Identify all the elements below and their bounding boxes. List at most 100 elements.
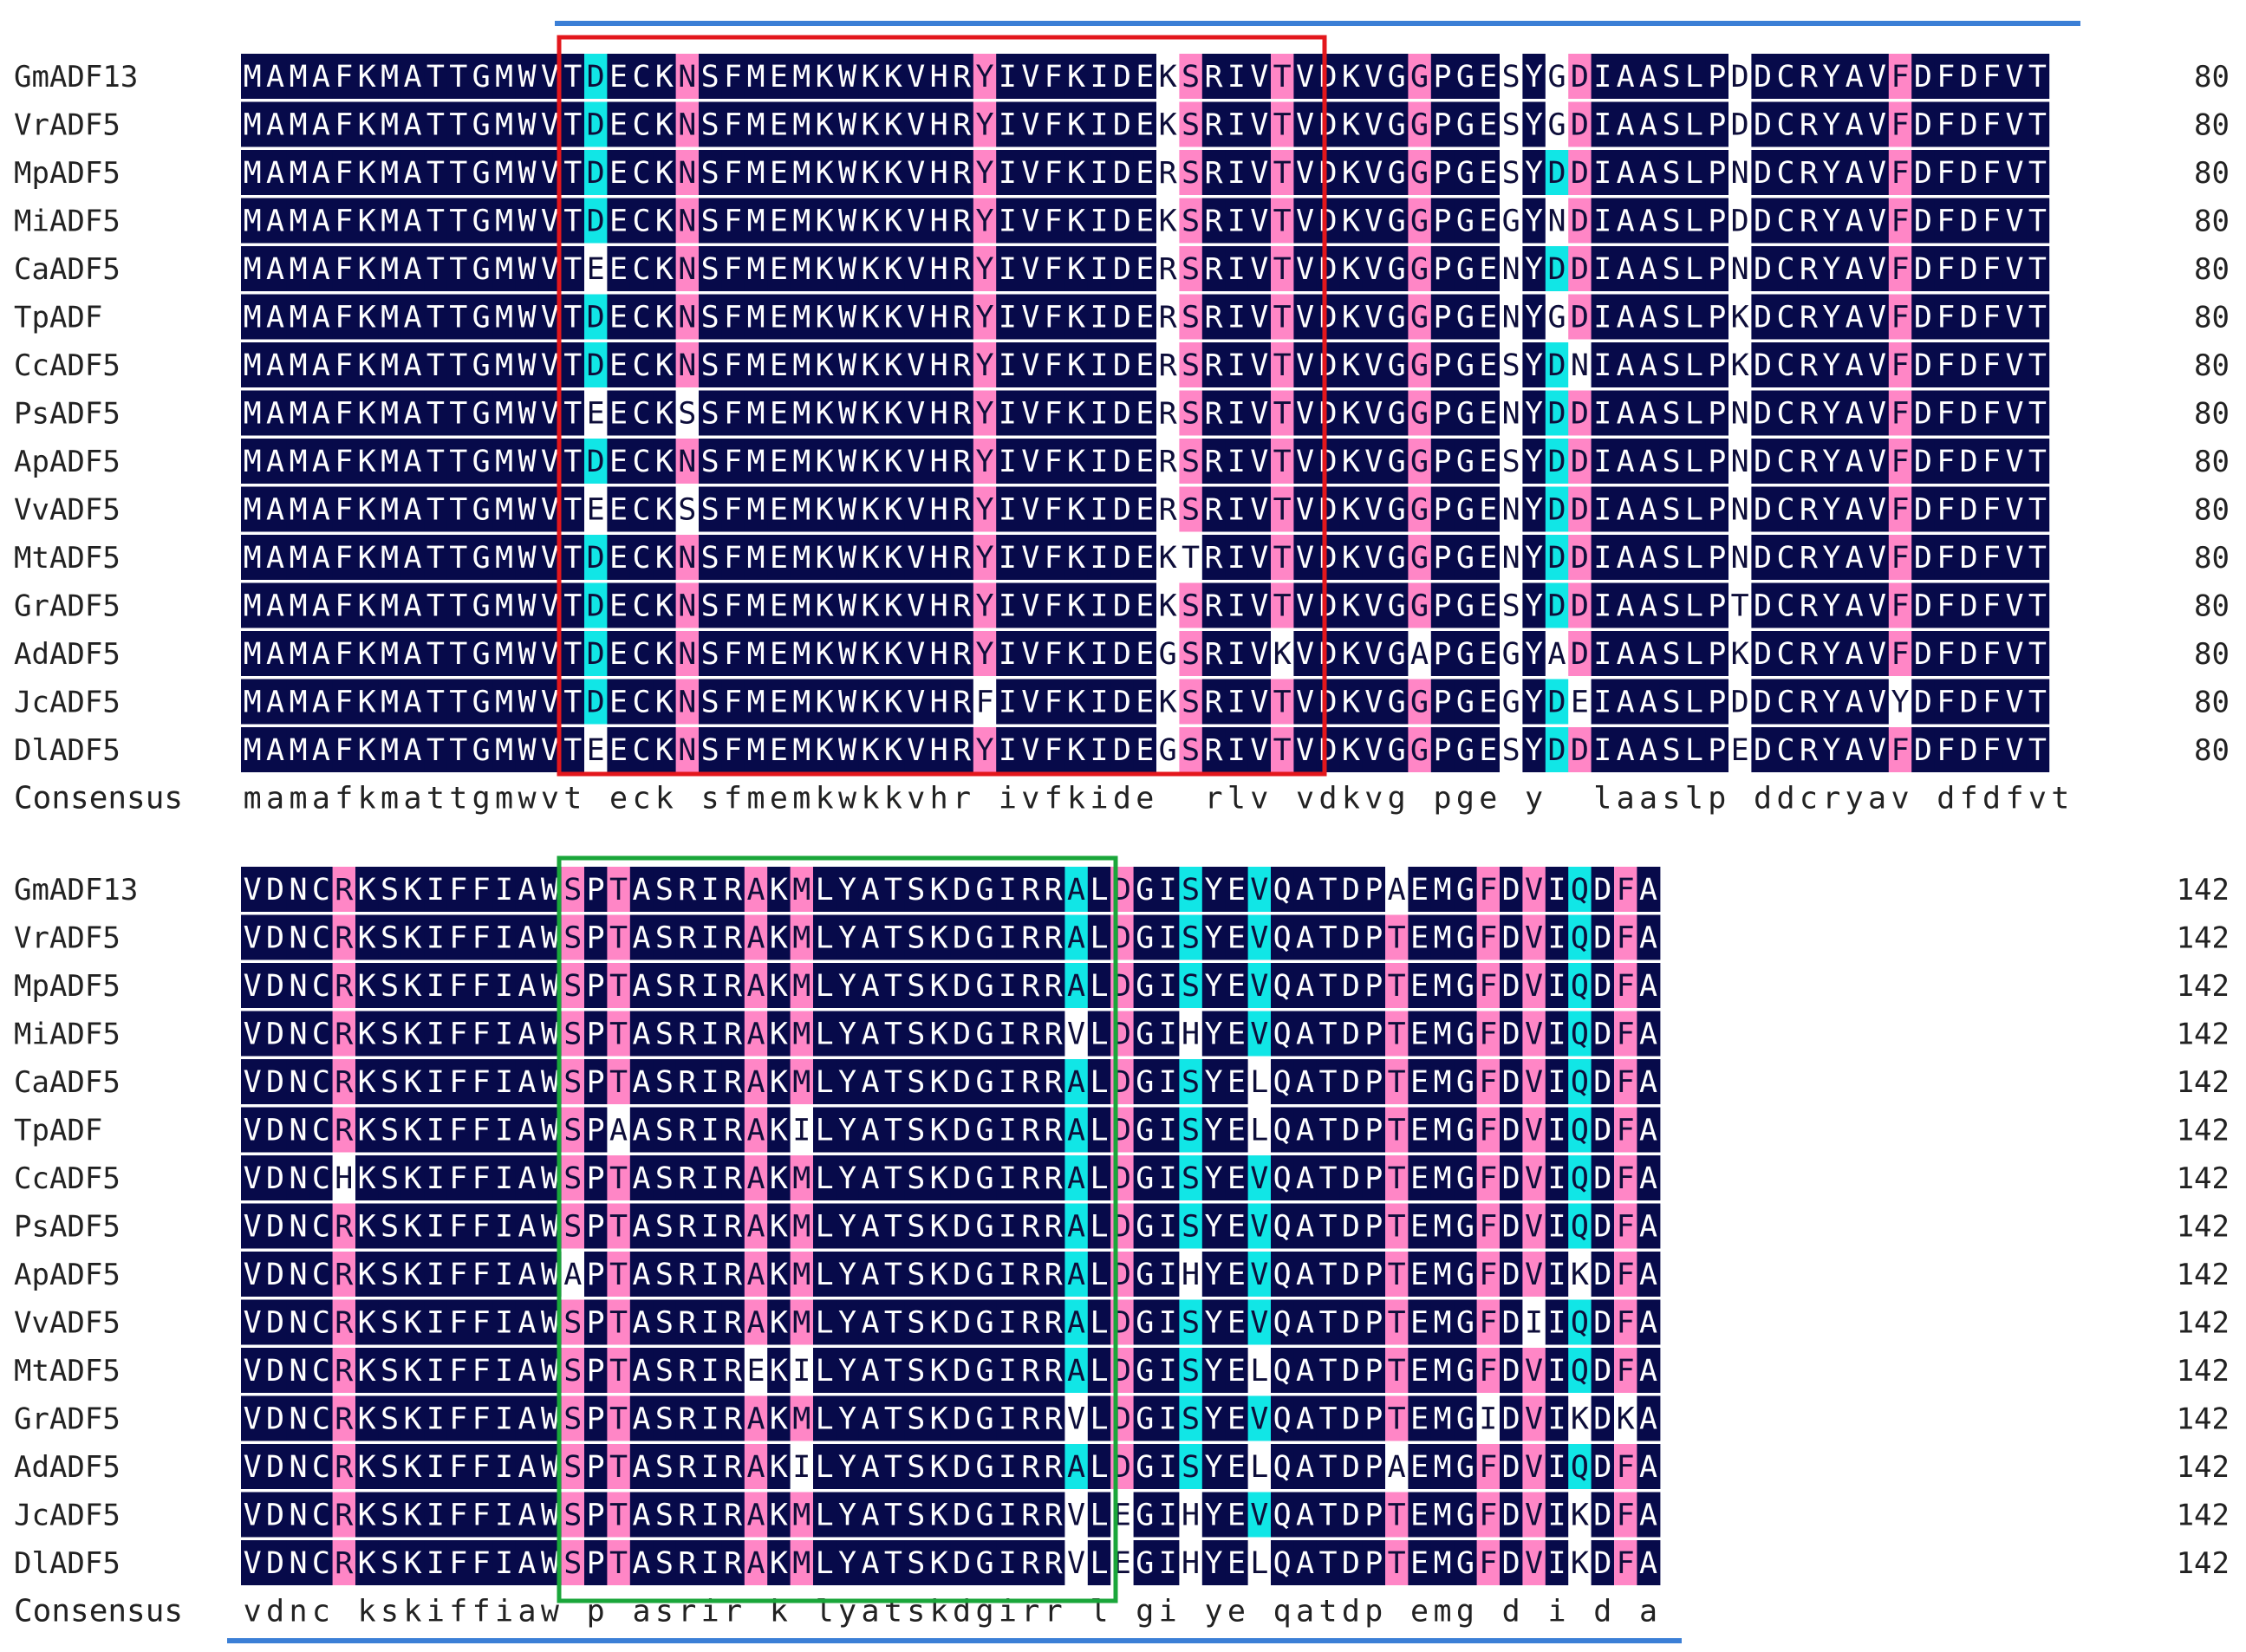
residue-letter: M (746, 252, 765, 287)
residue-letter: D (1547, 156, 1566, 191)
residue-letter: M (495, 301, 513, 335)
residue-letter: M (289, 589, 307, 624)
residue-letter: E (1227, 1546, 1246, 1581)
residue-letter: V (1296, 397, 1314, 432)
residue-letter: T (884, 1306, 902, 1341)
residue-cell (309, 150, 334, 195)
residue-cell (973, 54, 997, 99)
residue-letter: I (1159, 1402, 1177, 1437)
residue-cell (1637, 101, 1661, 147)
residue-letter: E (1227, 1161, 1246, 1196)
residue-letter: V (541, 348, 559, 383)
residue-letter: K (403, 1210, 421, 1245)
residue-letter: V (1525, 1258, 1543, 1292)
residue-letter: A (1617, 637, 1635, 672)
residue-letter: I (999, 541, 1017, 576)
residue-letter: C (1776, 493, 1794, 528)
residue-cell (882, 54, 906, 99)
residue-letter: K (884, 108, 902, 143)
residue-letter: A (1846, 686, 1864, 720)
residue-letter: L (1685, 301, 1703, 335)
consensus-letter: w (518, 782, 537, 816)
residue-letter: R (1204, 686, 1223, 720)
residue-letter: A (403, 205, 421, 239)
residue-letter: E (1227, 1354, 1246, 1389)
residue-letter: T (449, 301, 467, 335)
residue-letter: M (792, 686, 811, 720)
residue-letter: V (1868, 445, 1886, 479)
residue-letter: T (1388, 921, 1406, 956)
residue-letter: I (1227, 445, 1246, 479)
residue-cell (1362, 54, 1386, 99)
residue-letter: S (701, 686, 719, 720)
residue-letter: I (999, 60, 1017, 94)
residue-letter: G (1456, 1258, 1475, 1292)
residue-letter: D (1754, 686, 1772, 720)
residue-letter: A (861, 1018, 879, 1052)
residue-cell (1362, 101, 1386, 147)
residue-cell (1820, 101, 1844, 147)
residue-letter: V (1250, 1306, 1268, 1341)
residue-letter: S (1182, 873, 1200, 907)
residue-letter: N (289, 969, 307, 1004)
end-position: 142 (2177, 1114, 2230, 1148)
residue-letter: I (1227, 733, 1246, 768)
residue-letter: L (816, 1258, 834, 1292)
residue-letter: D (1754, 493, 1772, 528)
residue-letter: F (724, 493, 742, 528)
residue-letter: A (1639, 686, 1657, 720)
residue-letter: V (1250, 348, 1268, 383)
residue-letter: K (770, 873, 788, 907)
residue-letter: P (1708, 348, 1726, 383)
residue-letter: V (244, 1258, 262, 1292)
residue-letter: M (244, 733, 262, 768)
residue-letter: K (1731, 637, 1749, 672)
residue-letter: A (1639, 205, 1657, 239)
residue-letter: T (426, 541, 445, 576)
residue-letter: R (1045, 1450, 1064, 1485)
residue-cell (629, 101, 654, 147)
residue-letter: M (289, 348, 307, 383)
consensus-letter: k (884, 782, 902, 816)
residue-letter: M (792, 108, 811, 143)
residue-cell (607, 54, 631, 99)
residue-letter: L (816, 1018, 834, 1052)
residue-letter: K (861, 541, 879, 576)
residue-letter: P (1433, 156, 1451, 191)
residue-letter: V (1250, 1258, 1268, 1292)
residue-letter: A (632, 1114, 650, 1148)
residue-letter: R (724, 1306, 743, 1341)
residue-letter: I (1227, 541, 1246, 576)
consensus-letter: k (403, 1595, 421, 1629)
consensus-letter: m (495, 782, 513, 816)
residue-letter: R (1021, 969, 1040, 1004)
residue-letter: Y (838, 969, 856, 1004)
residue-letter: L (1090, 969, 1108, 1004)
residue-letter: E (1479, 733, 1497, 768)
residue-letter: I (999, 1402, 1017, 1437)
residue-letter: C (1776, 156, 1794, 191)
residue-letter: R (1204, 733, 1223, 768)
residue-cell (241, 54, 264, 99)
residue-letter: R (1045, 873, 1064, 907)
residue-letter: K (930, 1402, 948, 1437)
residue-letter: T (1318, 1065, 1337, 1100)
residue-letter: D (1571, 733, 1589, 768)
residue-letter: D (953, 1258, 971, 1292)
residue-cell (882, 101, 906, 147)
residue-letter: D (587, 301, 605, 335)
residue-letter: M (244, 301, 262, 335)
residue-letter: K (1159, 589, 1177, 624)
residue-letter: V (1250, 60, 1268, 94)
residue-cell (1614, 101, 1637, 147)
residue-letter: K (884, 60, 902, 94)
residue-letter: F (1617, 1114, 1635, 1148)
residue-letter: E (1227, 1114, 1246, 1148)
residue-letter: K (884, 733, 902, 768)
residue-letter: R (335, 1402, 354, 1437)
residue-letter: D (1113, 60, 1131, 94)
residue-letter: M (746, 589, 765, 624)
sequence-name: CaADF5 (14, 252, 120, 287)
residue-cell (1247, 54, 1272, 99)
residue-letter: I (701, 1499, 719, 1533)
